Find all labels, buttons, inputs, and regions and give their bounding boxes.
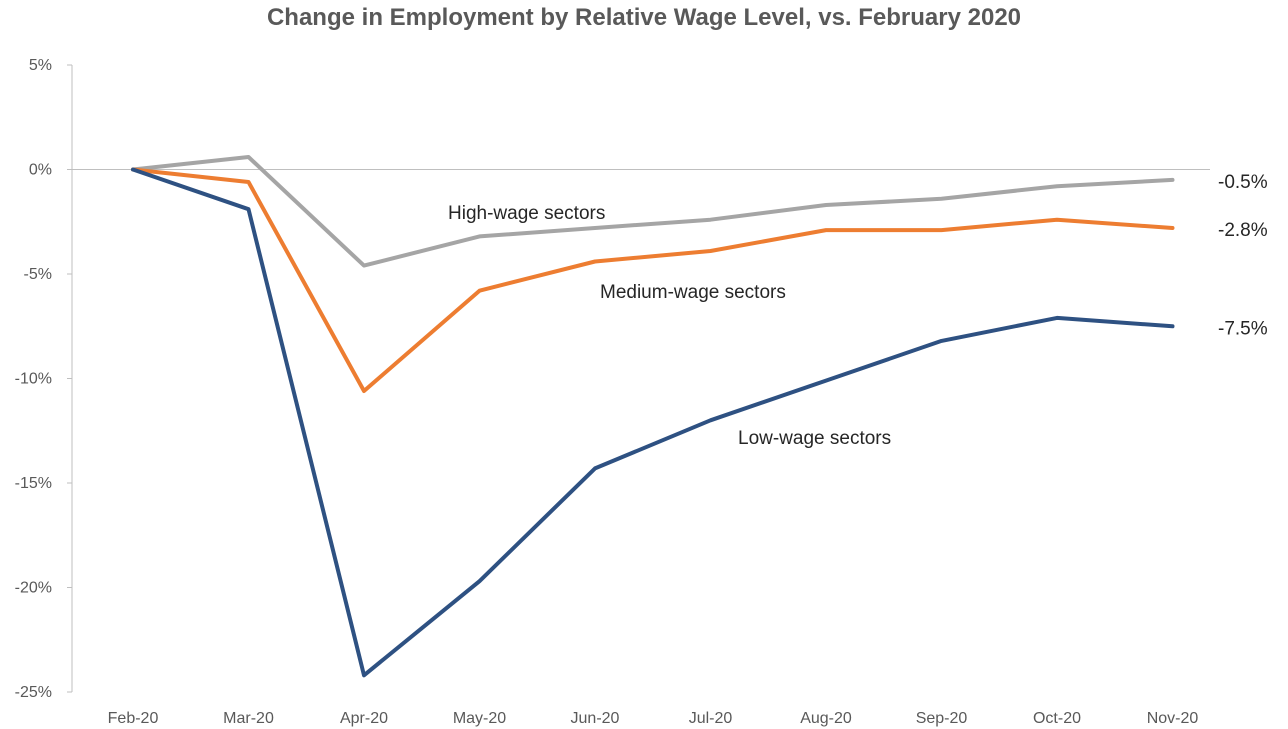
series-line-1 [131, 167, 1175, 393]
x-tick-label: Jul-20 [689, 710, 733, 727]
x-tick-label: May-20 [453, 710, 506, 727]
y-tick-label: -20% [15, 580, 52, 597]
y-tick-label: -5% [24, 266, 52, 283]
series-end-value-label: -7.5% [1218, 318, 1268, 339]
y-tick-label: -15% [15, 475, 52, 492]
x-tick-label: Nov-20 [1147, 710, 1199, 727]
y-axis-ticks: 5% 0% -5% -10% -15% -20% -25% [15, 57, 52, 701]
y-tick-label: -25% [15, 684, 52, 701]
x-tick-label: Oct-20 [1033, 710, 1081, 727]
series-labels: High-wage sectors -0.5% Medium-wage sector… [448, 172, 1268, 449]
x-tick-label: Mar-20 [223, 710, 274, 727]
series-name-label: Low-wage sectors [738, 428, 891, 449]
series-name-label: High-wage sectors [448, 203, 605, 224]
series-lines [131, 155, 1175, 678]
x-tick-label: Feb-20 [108, 710, 159, 727]
y-tick-label: -10% [15, 371, 52, 388]
x-tick-label: Jun-20 [571, 710, 620, 727]
x-tick-label: Aug-20 [800, 710, 852, 727]
y-tick-label: 0% [29, 162, 52, 179]
series-name-label: Medium-wage sectors [600, 282, 786, 303]
series-end-value-label: -0.5% [1218, 172, 1268, 193]
series-end-value-label: -2.8% [1218, 220, 1268, 241]
chart-title: Change in Employment by Relative Wage Le… [266, 4, 1022, 31]
x-tick-label: Apr-20 [340, 710, 388, 727]
series-line-0 [131, 155, 1175, 268]
x-tick-label: Sep-20 [916, 710, 968, 727]
y-tick-label: 5% [29, 57, 52, 74]
series-line-2 [131, 167, 1175, 678]
x-axis-ticks: Feb-20 Mar-20 Apr-20 May-20 Jun-20 Jul-20 Aug-… [108, 710, 1199, 727]
